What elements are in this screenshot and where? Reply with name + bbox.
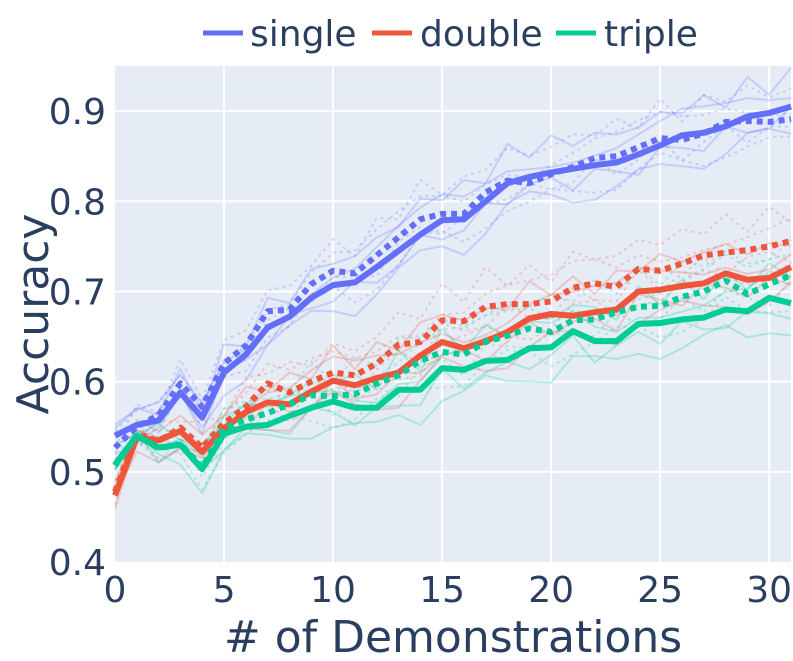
faint-run-line	[114, 216, 792, 491]
x-tick-label: 10	[310, 570, 356, 611]
y-tick-label: 0.6	[49, 363, 106, 404]
grid-lines	[115, 66, 791, 562]
faint-run-line	[114, 67, 792, 430]
faint-run-line	[114, 310, 792, 470]
y-tick-label: 0.9	[49, 92, 106, 133]
y-tick-label: 0.4	[49, 543, 106, 584]
faint-run-line	[114, 124, 791, 453]
x-tick-label: 30	[746, 570, 792, 611]
legend-label-double: double	[420, 14, 543, 55]
y-axis-ticks: 0.4 0.5 0.6 0.7 0.8 0.9	[49, 92, 106, 584]
series-line-triple-solid	[112, 294, 792, 473]
x-tick-label: 20	[528, 570, 574, 611]
faint-run-line	[114, 127, 792, 456]
y-tick-label: 0.8	[49, 182, 106, 223]
x-axis-title: # of Demonstrations	[224, 612, 682, 661]
series-lines	[112, 103, 793, 497]
faint-run-line	[114, 295, 792, 491]
faint-run-line	[114, 279, 792, 479]
y-axis-title: Accuracy	[8, 214, 59, 415]
legend-label-single: single	[250, 14, 357, 55]
faint-run-line	[114, 253, 792, 468]
x-tick-label: 25	[637, 570, 683, 611]
faint-run-line	[114, 324, 792, 495]
x-tick-label: 0	[104, 570, 127, 611]
legend: single double triple	[203, 14, 698, 55]
x-tick-label: 5	[213, 570, 236, 611]
faint-run-line	[114, 107, 792, 432]
y-tick-label: 0.5	[49, 453, 106, 494]
x-tick-label: 15	[419, 570, 465, 611]
x-axis-ticks: 0 5 10 15 20 25 30	[104, 570, 793, 611]
legend-label-triple: triple	[604, 14, 698, 55]
plot-area	[115, 66, 791, 562]
series-line-triple-dotted	[112, 272, 793, 471]
series-line-single-dotted	[112, 116, 792, 450]
series-line-double-dotted	[112, 238, 792, 493]
y-tick-label: 0.7	[49, 272, 106, 313]
faint-run-line	[114, 270, 792, 471]
faint-run-line	[114, 242, 792, 494]
